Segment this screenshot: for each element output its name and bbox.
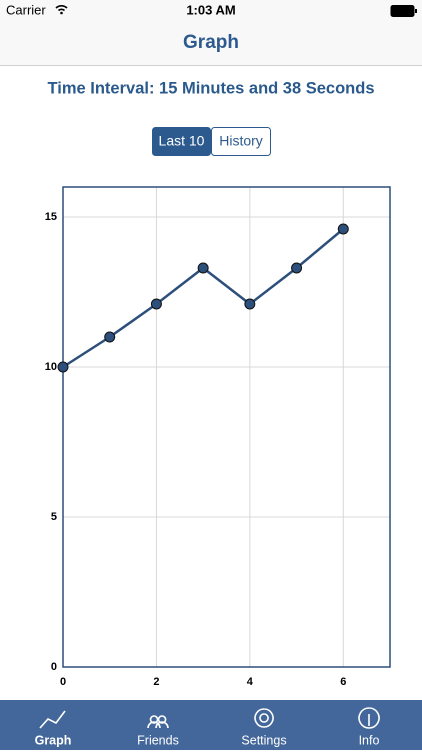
nav-title: Graph [183, 32, 239, 53]
battery-tip [415, 9, 417, 13]
segment-label[interactable]: History [219, 133, 263, 149]
tab-icon[interactable] [254, 708, 274, 728]
y-tick-label: 10 [45, 361, 57, 373]
data-point [291, 262, 303, 274]
segment[interactable] [211, 127, 271, 156]
y-tick-label: 0 [51, 661, 57, 673]
tab-icon[interactable] [147, 715, 169, 729]
header-bg [0, 0, 422, 65]
battery [390, 5, 415, 17]
data-point [244, 298, 256, 310]
wifi-dot [60, 11, 63, 15]
tab-icon[interactable] [39, 710, 66, 729]
data-point [104, 331, 116, 343]
tab-label[interactable]: Settings [241, 733, 286, 747]
plot-frame [62, 186, 391, 668]
clock: 1:03 AM [186, 2, 235, 17]
tab-label[interactable]: Graph [35, 733, 72, 747]
data-point [150, 298, 162, 310]
data-line [62, 228, 345, 369]
interval-text: Time Interval: 15 Minutes and 38 Seconds [47, 79, 374, 97]
y-tick-label: 5 [51, 511, 57, 523]
tab-icon[interactable] [358, 707, 380, 729]
data-point [57, 361, 69, 373]
wifi-icon [55, 5, 68, 12]
tab-label[interactable]: Friends [137, 733, 179, 747]
x-tick-label: 2 [153, 676, 159, 688]
data-point [337, 223, 349, 235]
x-tick-label: 4 [247, 676, 254, 688]
tab-label[interactable]: Info [359, 733, 380, 747]
segment[interactable] [152, 127, 211, 156]
data-point [197, 262, 209, 274]
y-tick-label: 15 [45, 211, 57, 223]
tab-bar [0, 700, 422, 750]
carrier: Carrier [6, 2, 46, 17]
x-tick-label: 0 [60, 676, 66, 688]
x-tick-label: 6 [340, 676, 346, 688]
segment-label[interactable]: Last 10 [159, 133, 205, 149]
